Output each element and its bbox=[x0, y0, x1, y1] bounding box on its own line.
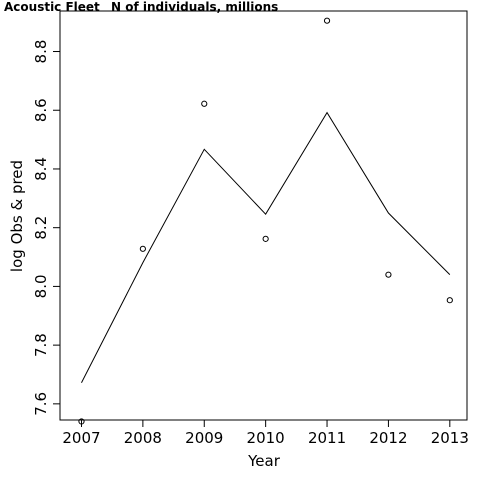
observed-point bbox=[139, 245, 146, 252]
x-axis: 2007 2008 2009 2010 2011 2012 2013 bbox=[62, 420, 469, 447]
y-tick-label: 7.6 bbox=[32, 392, 50, 416]
observed-point bbox=[262, 235, 269, 242]
x-tick-label: 2009 bbox=[185, 429, 223, 447]
x-tick-label: 2013 bbox=[431, 429, 469, 447]
y-tick-label: 8.4 bbox=[32, 157, 50, 181]
chart-subtitle: N of individuals, millions bbox=[111, 0, 278, 14]
y-tick-label: 8.8 bbox=[32, 40, 50, 64]
observed-point bbox=[201, 100, 208, 107]
series-layer bbox=[78, 17, 453, 425]
chart-title: Acoustic Fleet bbox=[4, 0, 100, 14]
y-axis: 7.6 7.8 8.0 8.2 8.4 8.6 8.8 bbox=[32, 40, 60, 416]
x-tick-label: 2007 bbox=[62, 429, 100, 447]
observed-point bbox=[385, 271, 392, 278]
y-tick-label: 8.6 bbox=[32, 98, 50, 122]
y-axis-label: log Obs & pred bbox=[8, 160, 26, 272]
observed-point bbox=[78, 418, 85, 425]
y-tick-label: 7.8 bbox=[32, 333, 50, 357]
x-tick-label: 2012 bbox=[369, 429, 407, 447]
observed-point bbox=[323, 17, 331, 24]
x-axis-label: Year bbox=[247, 452, 281, 470]
x-tick-label: 2011 bbox=[308, 429, 346, 447]
predicted-line bbox=[81, 111, 451, 383]
plot-frame bbox=[59, 10, 468, 421]
y-tick-label: 8.0 bbox=[32, 274, 50, 298]
observed-point bbox=[446, 297, 453, 304]
x-tick-label: 2010 bbox=[247, 429, 285, 447]
x-tick-label: 2008 bbox=[124, 429, 162, 447]
y-tick-label: 8.2 bbox=[32, 216, 50, 240]
